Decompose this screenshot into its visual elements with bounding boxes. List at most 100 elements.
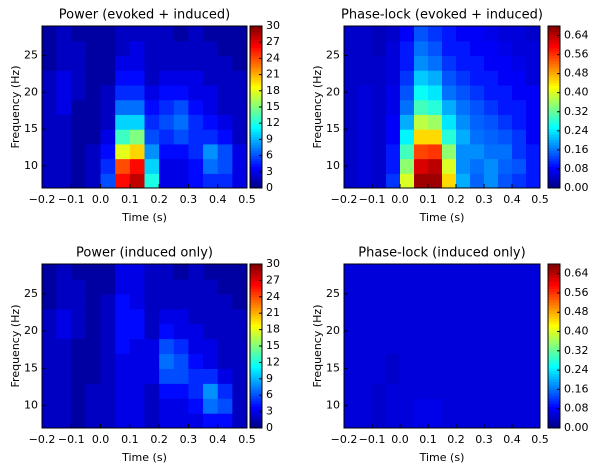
heat-cell (372, 84, 387, 101)
colorbar-swatch (250, 365, 262, 369)
heat-cell (498, 84, 513, 101)
x-tick-label: 0.1 (419, 433, 437, 446)
heat-cell (414, 158, 429, 174)
heat-cell (115, 368, 131, 384)
colorbar-tick-label: 24 (266, 51, 280, 64)
heat-cell (344, 383, 359, 399)
heat-cell (386, 40, 401, 57)
colorbar-swatch (250, 356, 262, 361)
x-tick-label: −0.2 (29, 193, 56, 206)
heat-cell (470, 293, 485, 310)
colorbar-swatch (548, 47, 560, 51)
colorbar-swatch (548, 277, 560, 281)
heat-cell (217, 413, 233, 428)
heat-cell (115, 308, 131, 325)
colorbar-tick-label: 0.08 (564, 162, 589, 175)
colorbar-swatch (250, 80, 262, 84)
heat-cell (232, 26, 247, 42)
heat-cell (85, 158, 102, 174)
heat-cell (484, 99, 499, 115)
colorbar-swatch (250, 318, 262, 322)
heat-cell (512, 323, 527, 340)
colorbar-swatch (250, 324, 262, 328)
colorbar-swatch (250, 144, 262, 148)
heat-cell (173, 413, 190, 428)
heat-cell (470, 398, 485, 414)
colorbar-swatch (548, 356, 560, 361)
heat-cell (217, 368, 233, 384)
heat-cell (358, 338, 373, 355)
heat-cell (232, 99, 247, 115)
heat-cell (428, 143, 443, 160)
heat-cell (400, 383, 415, 399)
heat-cell (42, 114, 58, 130)
heat-cell (85, 323, 102, 340)
heat-cell (100, 143, 116, 160)
colorbar-swatch (250, 107, 262, 111)
heat-cell (470, 308, 485, 325)
heat-cell (159, 55, 175, 71)
heat-cell (100, 99, 116, 115)
heat-cell (526, 143, 540, 160)
heat-cell (484, 264, 499, 280)
colorbar-swatch (548, 343, 560, 347)
heat-cell (442, 129, 457, 145)
heat-cell (456, 143, 471, 160)
heat-cell (173, 368, 190, 384)
heat-cell (414, 99, 429, 115)
colorbar-swatch (548, 120, 560, 124)
heat-cell (85, 114, 102, 130)
colorbar-swatch (548, 397, 560, 402)
heat-cell (470, 353, 485, 369)
heat-cell (173, 99, 190, 115)
colorbar-swatch (250, 104, 262, 108)
heat-cell (442, 353, 457, 369)
colorbar-swatch (250, 305, 262, 309)
colorbar-swatch (548, 305, 560, 309)
heat-cell (159, 143, 175, 160)
heat-cell (372, 26, 387, 42)
heat-cell (358, 70, 373, 86)
colorbar-swatch (250, 294, 262, 298)
heat-cell (173, 84, 190, 101)
heat-cell (512, 143, 527, 160)
colorbar-swatch (250, 362, 262, 366)
colorbar-swatch (250, 177, 262, 181)
colorbar-tick-label: 12 (266, 116, 280, 129)
heat-cell (372, 338, 387, 355)
heat-cell (100, 84, 116, 101)
heat-cell (526, 308, 540, 325)
heat-cell (115, 99, 131, 115)
heat-cell (100, 278, 116, 295)
colorbar-swatch (548, 269, 560, 273)
colorbar-swatch (548, 163, 560, 167)
heat-cell (442, 70, 457, 86)
chart-title: Power (induced only) (76, 246, 213, 261)
colorbar-swatch (548, 71, 560, 76)
heat-cell (85, 308, 102, 325)
heat-cell (129, 368, 146, 384)
heat-cell (129, 323, 146, 340)
heat-cell (498, 40, 513, 57)
heat-cell (85, 26, 102, 42)
heat-cell (159, 278, 175, 295)
heat-cell (344, 114, 359, 130)
x-tick-label: 0.0 (92, 193, 110, 206)
heat-cell (498, 413, 513, 428)
colorbar-swatch (250, 406, 262, 410)
heat-cell (100, 293, 116, 310)
colorbar-swatch (548, 264, 560, 268)
heat-cell (526, 293, 540, 310)
heat-cell (470, 278, 485, 295)
colorbar-swatch (250, 392, 262, 396)
heat-cell (71, 383, 87, 399)
heat-cell (386, 173, 401, 188)
heat-cell (159, 173, 175, 188)
colorbar-swatch (250, 163, 262, 167)
heat-cell (159, 158, 175, 174)
colorbar-swatch (548, 422, 560, 426)
colorbar-swatch (548, 367, 560, 372)
x-axis-label: Time (s) (419, 211, 465, 224)
heat-cell (414, 308, 429, 325)
heat-cell (442, 398, 457, 414)
